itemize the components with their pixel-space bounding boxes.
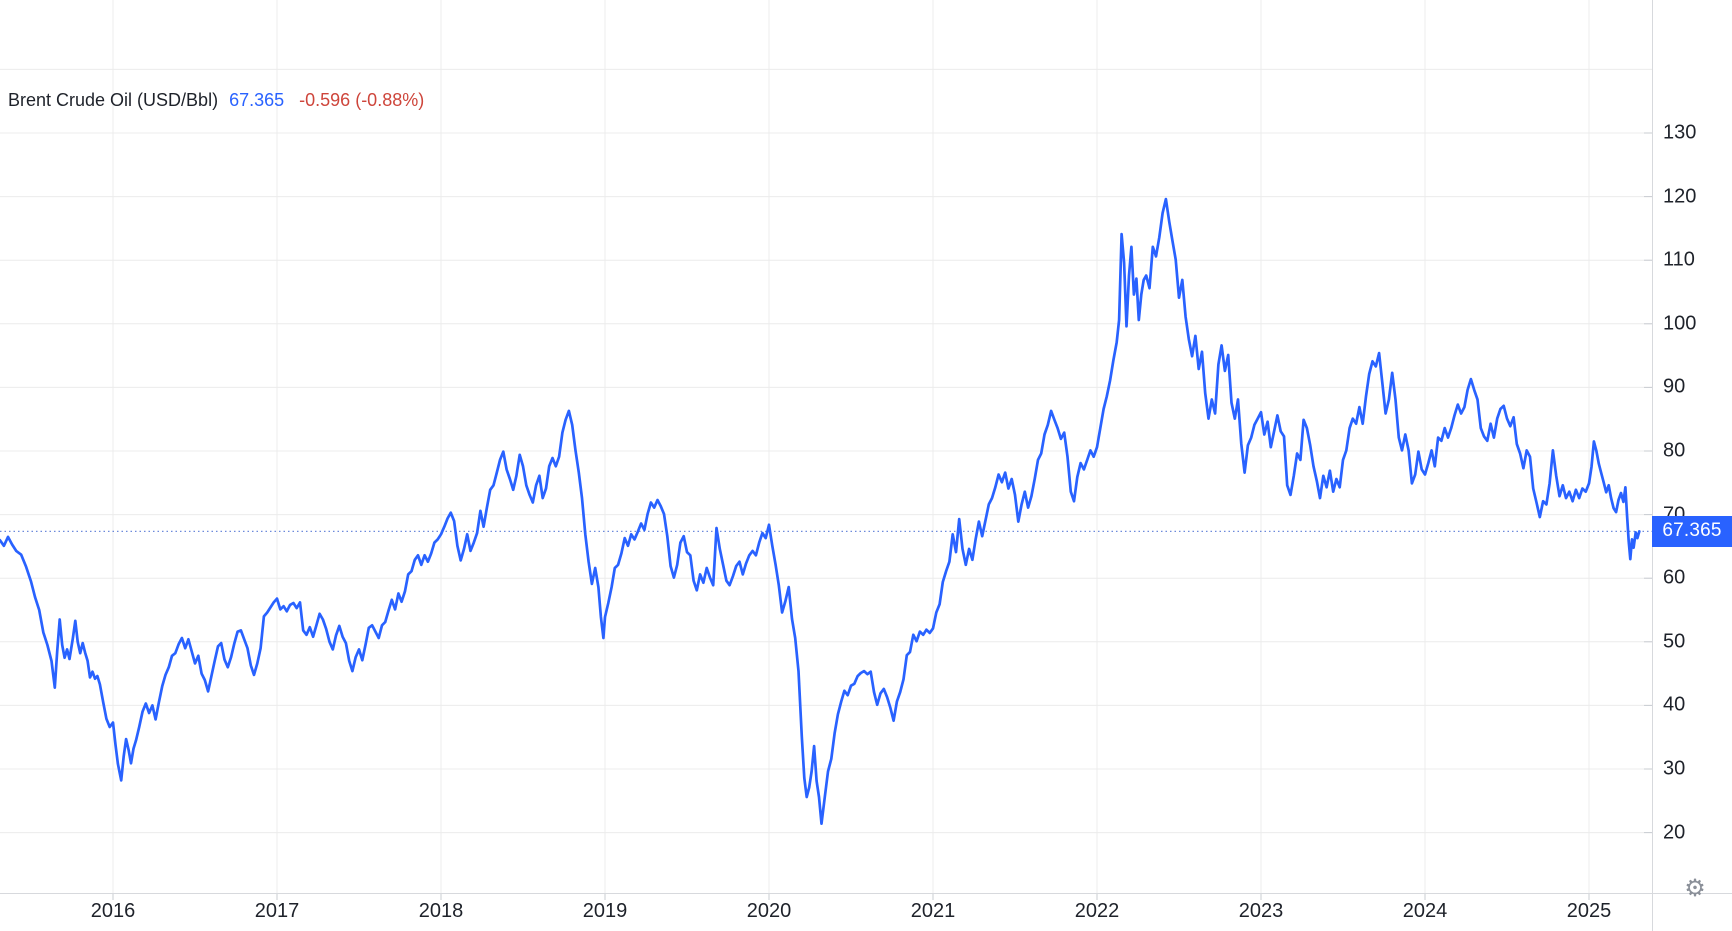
x-axis-label: 2025 xyxy=(1566,900,1612,922)
x-axis-label: 2024 xyxy=(1402,900,1448,922)
y-axis-label: 110 xyxy=(1663,248,1695,271)
price-series-line xyxy=(0,197,1641,826)
y-axis[interactable]: 20 30 40 50 60 70 80 90 100 110 120 130 xyxy=(1652,0,1732,893)
x-axis-label: 2023 xyxy=(1238,900,1284,922)
last-price-badge-label: 67.365 xyxy=(1662,520,1722,542)
last-price-badge: 67.365 xyxy=(1652,515,1732,547)
y-axis-label: 40 xyxy=(1663,693,1686,716)
x-axis[interactable]: 2016 2017 2018 2019 2020 2021 2022 2023 2024 2025 xyxy=(0,893,1732,931)
x-axis-label: 2019 xyxy=(582,900,628,922)
x-axis-label: 2021 xyxy=(910,900,956,922)
price-change: -0.596 (-0.88%) xyxy=(299,90,425,110)
y-axis-label: 60 xyxy=(1663,566,1686,589)
y-axis-label: 120 xyxy=(1663,185,1697,208)
x-axis-label: 2018 xyxy=(418,900,464,922)
last-price-value: 67.365 xyxy=(229,90,285,110)
y-axis-label: 50 xyxy=(1663,630,1686,653)
y-axis-label: 80 xyxy=(1663,439,1686,462)
x-axis-label: 2022 xyxy=(1074,900,1120,922)
x-axis-label: 2016 xyxy=(90,900,136,922)
x-axis-label: 2020 xyxy=(746,900,792,922)
symbol-title: Brent Crude Oil (USD/Bbl) xyxy=(8,90,219,110)
y-axis-label: 100 xyxy=(1663,312,1697,335)
chart-legend: Brent Crude Oil (USD/Bbl) 67.365 -0.596 … xyxy=(8,88,424,112)
settings-gear-icon[interactable]: ⚙ xyxy=(1684,875,1706,902)
y-axis-label: 30 xyxy=(1663,757,1686,780)
x-axis-label: 2017 xyxy=(254,900,300,922)
y-axis-label: 130 xyxy=(1663,121,1697,144)
y-axis-label: 90 xyxy=(1663,375,1686,398)
y-axis-label: 20 xyxy=(1663,821,1686,844)
